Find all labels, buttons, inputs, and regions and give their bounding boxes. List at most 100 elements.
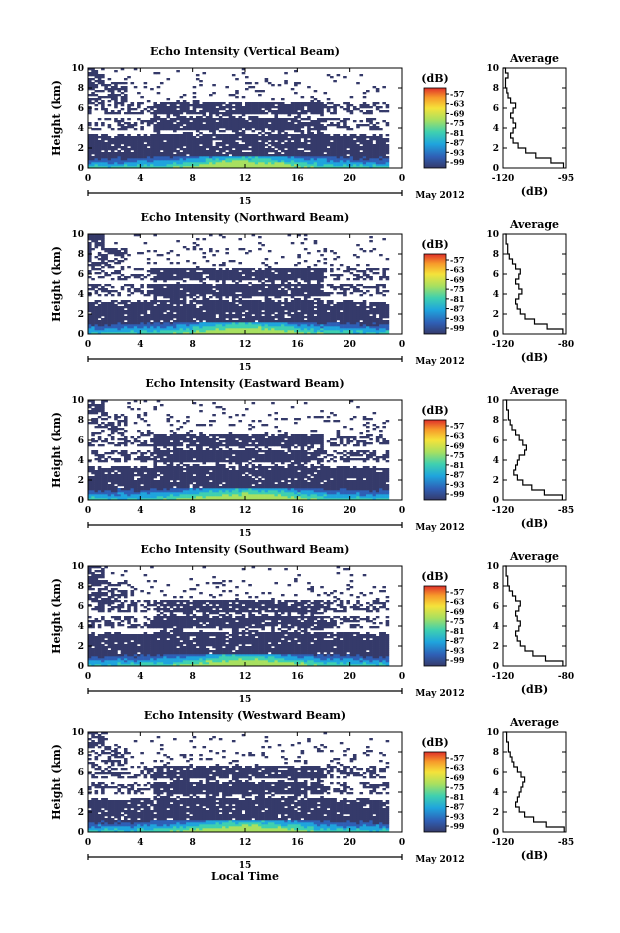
heatmap-cell <box>98 96 102 98</box>
heatmap-cell <box>297 144 301 146</box>
heatmap-cell <box>101 276 105 278</box>
heatmap-cell <box>337 140 341 142</box>
heatmap-cell <box>235 120 239 122</box>
heatmap-cell <box>186 138 190 140</box>
heatmap-cell <box>180 274 184 276</box>
heatmap-cell <box>121 108 125 110</box>
heatmap-cell <box>353 108 357 110</box>
heatmap-cell <box>268 108 272 110</box>
heatmap-cell <box>317 306 321 308</box>
heatmap-cell <box>386 164 390 166</box>
heatmap-cell <box>317 126 321 128</box>
heatmap-cell <box>160 322 164 324</box>
heatmap-cell <box>209 138 213 140</box>
heatmap-cell <box>265 160 269 162</box>
heatmap-cell <box>346 146 350 148</box>
heatmap-cell <box>284 112 288 114</box>
heatmap-cell <box>320 314 324 316</box>
heatmap-cell <box>245 108 249 110</box>
heatmap-cell <box>147 258 151 260</box>
heatmap-cell <box>317 144 321 146</box>
heatmap-cell <box>284 312 288 314</box>
heatmap-cell <box>337 322 341 324</box>
heatmap-cell <box>104 110 108 112</box>
heatmap-cell <box>265 148 269 150</box>
heatmap-cell <box>281 162 285 164</box>
heatmap-cell <box>127 108 131 110</box>
heatmap-cell <box>379 328 383 330</box>
heatmap-cell <box>111 82 115 84</box>
heatmap-cell <box>98 78 102 80</box>
heatmap-cell <box>284 120 288 122</box>
heatmap-cell <box>144 306 148 308</box>
heatmap-cell <box>386 110 390 112</box>
heatmap-cell <box>147 292 151 294</box>
heatmap-cell <box>297 326 301 328</box>
heatmap-cell <box>297 312 301 314</box>
heatmap-cell <box>288 104 292 106</box>
heatmap-cell <box>258 318 262 320</box>
heatmap-cell <box>268 266 272 268</box>
heatmap-cell <box>160 164 164 166</box>
heatmap-cell <box>101 270 105 272</box>
heatmap-cell <box>199 142 203 144</box>
heatmap-cell <box>219 164 223 166</box>
heatmap-cell <box>160 106 164 108</box>
heatmap-cell <box>219 126 223 128</box>
heatmap-cell <box>186 136 190 138</box>
heatmap-cell <box>173 134 177 136</box>
heatmap-cell <box>265 276 269 278</box>
heatmap-cell <box>127 326 131 328</box>
heatmap-cell <box>252 330 256 332</box>
heatmap-cell <box>274 322 278 324</box>
heatmap-cell <box>140 160 144 162</box>
heatmap-cell <box>229 316 233 318</box>
heatmap-cell <box>170 270 174 272</box>
heatmap-cell <box>281 278 285 280</box>
heatmap-cell <box>183 276 187 278</box>
heatmap-cell <box>330 76 334 78</box>
heatmap-cell <box>235 144 239 146</box>
heatmap-cell <box>291 304 295 306</box>
heatmap-cell <box>337 148 341 150</box>
heatmap-cell <box>140 148 144 150</box>
heatmap-cell <box>291 308 295 310</box>
heatmap-cell <box>252 322 256 324</box>
heatmap-cell <box>180 160 184 162</box>
heatmap-cell <box>238 286 242 288</box>
heatmap-cell <box>212 152 216 154</box>
heatmap-cell <box>343 314 347 316</box>
heatmap-cell <box>366 112 370 114</box>
heatmap-cell <box>150 312 154 314</box>
heatmap-cell <box>340 264 344 266</box>
heatmap-cell <box>196 286 200 288</box>
heatmap-cell <box>359 328 363 330</box>
heatmap-cell <box>193 118 197 120</box>
heatmap-cell <box>346 106 350 108</box>
heatmap-cell <box>324 162 328 164</box>
heatmap-cell <box>95 292 99 294</box>
heatmap-cell <box>340 328 344 330</box>
heatmap-cell <box>317 316 321 318</box>
heatmap-cell <box>186 260 190 262</box>
heatmap-cell <box>340 150 344 152</box>
heatmap-cell <box>114 152 118 154</box>
heatmap-cell <box>258 324 262 326</box>
heatmap-cell <box>324 322 328 324</box>
heatmap-cell <box>150 290 154 292</box>
heatmap-cell <box>278 162 282 164</box>
heatmap-cell <box>353 314 357 316</box>
heatmap-cell <box>121 308 125 310</box>
heatmap-cell <box>369 126 373 128</box>
heatmap-cell <box>91 322 95 324</box>
heatmap-cell <box>356 82 360 84</box>
heatmap-cell <box>271 110 275 112</box>
heatmap-cell <box>153 300 157 302</box>
heatmap-cell <box>232 314 236 316</box>
heatmap-cell <box>271 322 275 324</box>
heatmap-cell <box>255 154 259 156</box>
heatmap-cell <box>320 330 324 332</box>
heatmap-cell <box>369 138 373 140</box>
heatmap-cell <box>160 330 164 332</box>
heatmap-cell <box>288 158 292 160</box>
